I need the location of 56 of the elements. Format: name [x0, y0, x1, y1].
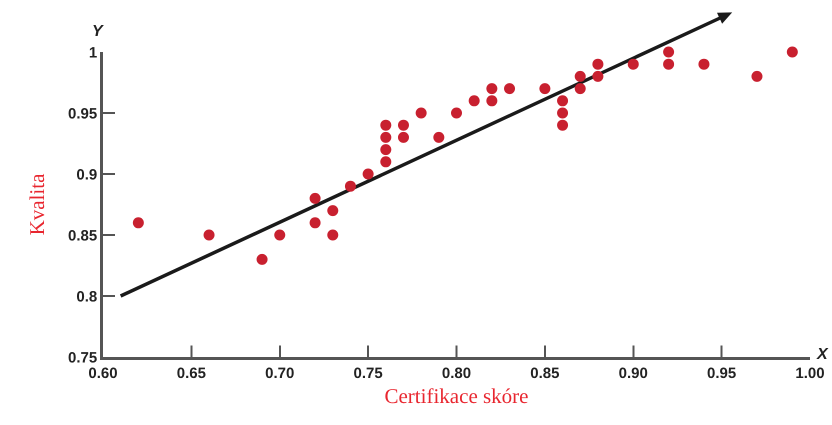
point — [327, 230, 338, 240]
x-tick-label: 0.80 — [442, 364, 472, 382]
x-tick-label: 0.95 — [707, 364, 736, 382]
point — [504, 83, 516, 94]
point — [310, 217, 321, 228]
x-tick-label: 0.90 — [618, 364, 648, 382]
point — [380, 120, 392, 131]
point — [416, 108, 427, 118]
x-tick-label: 0.60 — [88, 364, 118, 382]
point — [592, 70, 604, 82]
text: X — [816, 346, 829, 363]
y-tick-label: 1 — [88, 44, 98, 62]
point — [786, 46, 798, 58]
y-tick-label: 0.9 — [76, 166, 98, 184]
point — [751, 70, 762, 82]
point — [663, 58, 674, 70]
text: Y — [92, 23, 104, 40]
x-tick-label: 1.00 — [795, 364, 825, 382]
point — [486, 83, 498, 94]
point — [362, 168, 374, 180]
point — [663, 46, 674, 58]
point — [256, 254, 268, 265]
point — [557, 120, 568, 131]
point — [574, 83, 586, 94]
point — [557, 95, 568, 106]
x-tick-label: 0.85 — [530, 364, 560, 382]
point — [574, 70, 586, 82]
point — [468, 95, 480, 106]
point — [398, 132, 409, 143]
point — [380, 144, 392, 156]
x-tick-label: 0.65 — [176, 364, 206, 382]
x-axis-title: Certifikace skóre — [384, 384, 529, 408]
point — [398, 120, 409, 131]
point — [433, 132, 444, 143]
point — [204, 230, 215, 240]
y-tick-label: 0.8 — [76, 288, 98, 306]
y-tick-label: 0.95 — [68, 105, 98, 122]
point — [557, 108, 568, 118]
point — [327, 205, 338, 216]
point — [698, 58, 710, 70]
point — [310, 192, 321, 204]
point — [592, 58, 604, 70]
point — [380, 156, 392, 168]
point — [132, 217, 144, 228]
point — [539, 83, 550, 94]
point — [628, 58, 639, 70]
x-tick-label: 0.70 — [265, 364, 294, 382]
point — [274, 230, 286, 240]
y-axis-title: Kvalita — [25, 172, 50, 236]
y-tick-label: 0.75 — [68, 349, 98, 366]
x-tick-label: 0.75 — [354, 364, 383, 382]
point — [486, 95, 498, 106]
point — [451, 108, 462, 118]
point — [344, 180, 356, 192]
y-tick-label: 0.85 — [68, 227, 98, 244]
point — [380, 132, 392, 143]
